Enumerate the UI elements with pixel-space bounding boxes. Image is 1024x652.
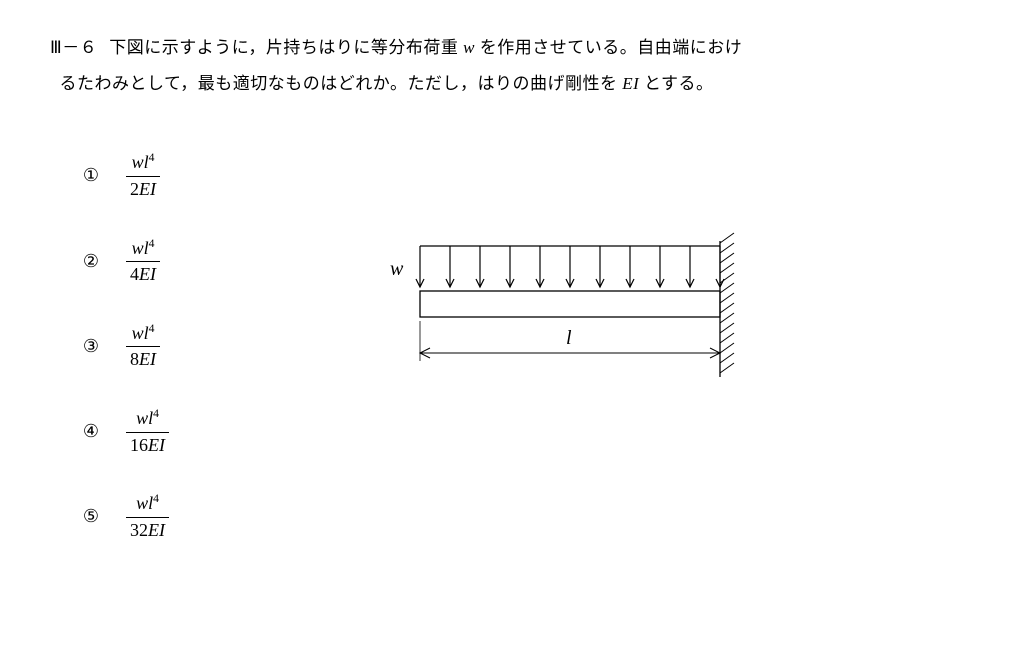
option-label: ⑤ — [80, 506, 102, 527]
fraction-numerator: wl4 — [126, 237, 160, 263]
fraction-numerator: wl4 — [126, 492, 169, 518]
option-fraction: wl416EI — [126, 407, 169, 456]
fraction-denominator: 4EI — [126, 262, 160, 286]
option-5: ⑤ wl432EI — [80, 492, 300, 541]
beam-diagram: w l — [300, 141, 974, 391]
option-4: ④ wl416EI — [80, 407, 300, 456]
option-fraction: wl48EI — [126, 322, 160, 371]
fraction-denominator: 32EI — [126, 518, 169, 542]
option-label: ④ — [80, 421, 102, 442]
fraction-numerator: wl4 — [126, 407, 169, 433]
q-line2a: るたわみとして，最も適切なものはどれか。ただし，はりの曲げ剛性を — [60, 74, 623, 93]
load-label: w — [390, 258, 403, 281]
option-fraction: wl44EI — [126, 237, 160, 286]
option-label: ③ — [80, 336, 102, 357]
option-3: ③ wl48EI — [80, 322, 300, 371]
option-2: ② wl44EI — [80, 237, 300, 286]
option-label: ① — [80, 165, 102, 186]
fraction-numerator: wl4 — [126, 322, 160, 348]
q-line2b: とする。 — [639, 74, 713, 93]
fraction-numerator: wl4 — [126, 151, 160, 177]
fraction-denominator: 8EI — [126, 347, 160, 371]
length-label: l — [566, 327, 572, 350]
question-number: Ⅲ－６ — [50, 38, 97, 57]
beam-svg — [390, 231, 790, 391]
fraction-denominator: 2EI — [126, 177, 160, 201]
option-fraction: wl42EI — [126, 151, 160, 200]
var-ei: EI — [622, 74, 639, 93]
option-label: ② — [80, 251, 102, 272]
q-line1b: を作用させている。自由端におけ — [475, 38, 742, 57]
option-fraction: wl432EI — [126, 492, 169, 541]
option-1: ① wl42EI — [80, 151, 300, 200]
var-w: w — [463, 38, 475, 57]
content-area: ①wl42EI②wl44EI③wl48EI④wl416EI⑤wl432EI w … — [50, 141, 974, 577]
options-list: ①wl42EI②wl44EI③wl48EI④wl416EI⑤wl432EI — [50, 141, 300, 577]
question-text: Ⅲ－６ 下図に示すように，片持ちはりに等分布荷重 w を作用させている。自由端にお… — [50, 30, 974, 101]
fraction-denominator: 16EI — [126, 433, 169, 457]
q-line1a: 下図に示すように，片持ちはりに等分布荷重 — [109, 38, 463, 57]
